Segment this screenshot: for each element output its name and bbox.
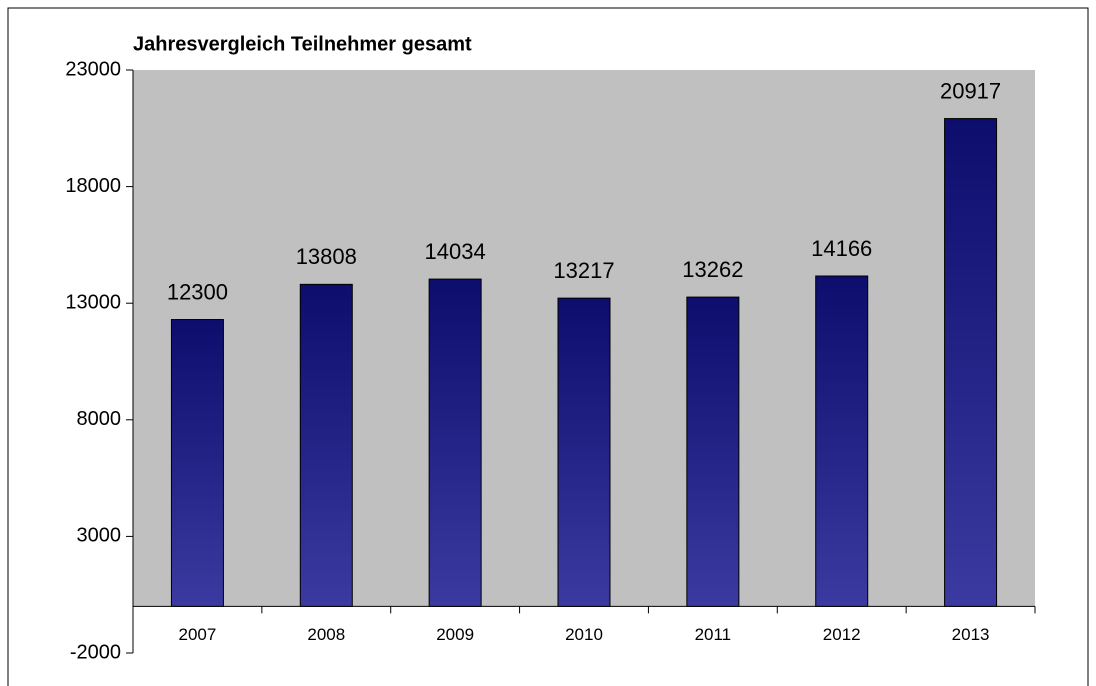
value-label: 13262 (682, 257, 743, 282)
bar (557, 297, 611, 607)
y-tick-label: 18000 (65, 175, 121, 197)
x-tick-label: 2007 (179, 625, 217, 644)
x-tick-label: 2011 (695, 625, 732, 644)
value-label: 14166 (811, 236, 872, 261)
bar (944, 118, 998, 607)
bar (428, 278, 482, 607)
value-label: 12300 (167, 279, 228, 304)
y-tick-label: -2000 (70, 641, 121, 663)
value-label: 20917 (940, 78, 1001, 103)
x-tick-label: 2009 (436, 625, 474, 644)
value-label: 13808 (296, 244, 357, 269)
x-tick-label: 2008 (307, 625, 345, 644)
x-tick-label: 2010 (565, 625, 603, 644)
bar (170, 319, 224, 607)
chart-title: Jahresvergleich Teilnehmer gesamt (133, 33, 472, 55)
bar (815, 275, 869, 607)
y-tick-label: 23000 (65, 58, 121, 80)
value-label: 13217 (553, 258, 614, 283)
bar (686, 296, 740, 607)
y-tick-label: 3000 (77, 525, 122, 547)
value-label: 14034 (425, 239, 486, 264)
y-tick-label: 8000 (77, 408, 122, 430)
bar (299, 283, 353, 607)
x-tick-label: 2012 (823, 625, 861, 644)
y-tick-label: 13000 (65, 291, 121, 313)
x-tick-label: 2013 (952, 625, 990, 644)
